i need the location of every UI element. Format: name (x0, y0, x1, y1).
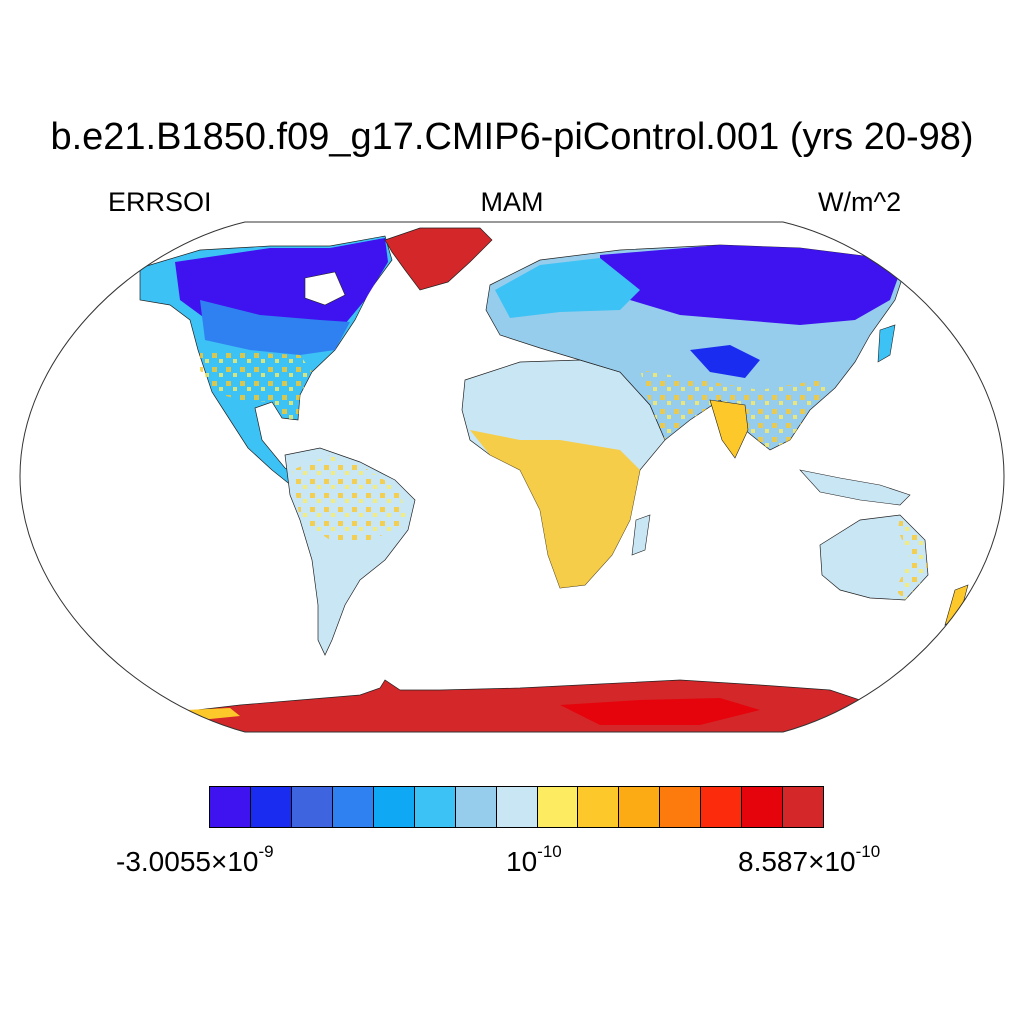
australia-edge (895, 515, 928, 600)
south-america-yellow (292, 455, 408, 540)
colorbar-swatch-12 (701, 787, 743, 827)
hudson-bay (304, 271, 346, 306)
units-label: W/m^2 (818, 187, 902, 217)
antarctica-interior (560, 698, 760, 725)
colorbar-max-base: 10 (824, 846, 856, 877)
colorbar-min-base: 10 (227, 846, 259, 877)
colorbar-min-label: -3.0055×10-9 (116, 842, 274, 878)
colorbar-swatch-14 (783, 787, 824, 827)
africa-tropical (470, 430, 640, 588)
colorbar-swatch-7 (496, 787, 538, 827)
colorbar-swatch-8 (537, 787, 579, 827)
colorbar-swatch-1 (250, 787, 292, 827)
colorbar-swatch-11 (660, 787, 702, 827)
land-japan (877, 324, 896, 363)
colorbar-mid-base: 10 (506, 846, 538, 877)
colorbar-max-label: 8.587×10-10 (738, 842, 880, 878)
colorbar-swatch-6 (455, 787, 497, 827)
colorbar-swatch-9 (578, 787, 620, 827)
colorbar-swatch-0 (210, 787, 251, 827)
europe-blue (495, 258, 640, 318)
colorbar (209, 786, 824, 828)
colorbar-min-mantissa: -3.0055 (116, 846, 211, 877)
colorbar-min-exp: -9 (258, 842, 274, 861)
colorbar-swatch-10 (619, 787, 661, 827)
colorbar-swatch-3 (332, 787, 374, 827)
times-sign: × (210, 846, 228, 877)
colorbar-max-exp: -10 (855, 842, 881, 861)
season-label: MAM (480, 187, 544, 217)
world-map (19, 221, 1005, 733)
madagascar (631, 514, 651, 556)
land-indonesia (799, 469, 911, 506)
india (709, 399, 749, 459)
siberia-cold (600, 245, 900, 325)
colorbar-max-mantissa: 8.587 (738, 846, 809, 877)
colorbar-swatch-2 (291, 787, 333, 827)
colorbar-swatch-5 (414, 787, 456, 827)
variable-label: ERRSOI (108, 187, 212, 217)
times-sign: × (808, 846, 825, 877)
plot-title: b.e21.B1850.f09_g17.CMIP6-piControl.001 … (50, 116, 974, 158)
tibet (690, 345, 760, 378)
land-greenland (384, 227, 493, 291)
canada-blue (200, 300, 350, 355)
usa-south (200, 350, 312, 420)
colorbar-mid-exp: -10 (537, 842, 562, 861)
colorbar-mid-label: 10-10 (506, 842, 562, 878)
map-border (19, 221, 1005, 733)
colorbar-swatch-13 (742, 787, 784, 827)
colorbar-swatch-4 (373, 787, 415, 827)
